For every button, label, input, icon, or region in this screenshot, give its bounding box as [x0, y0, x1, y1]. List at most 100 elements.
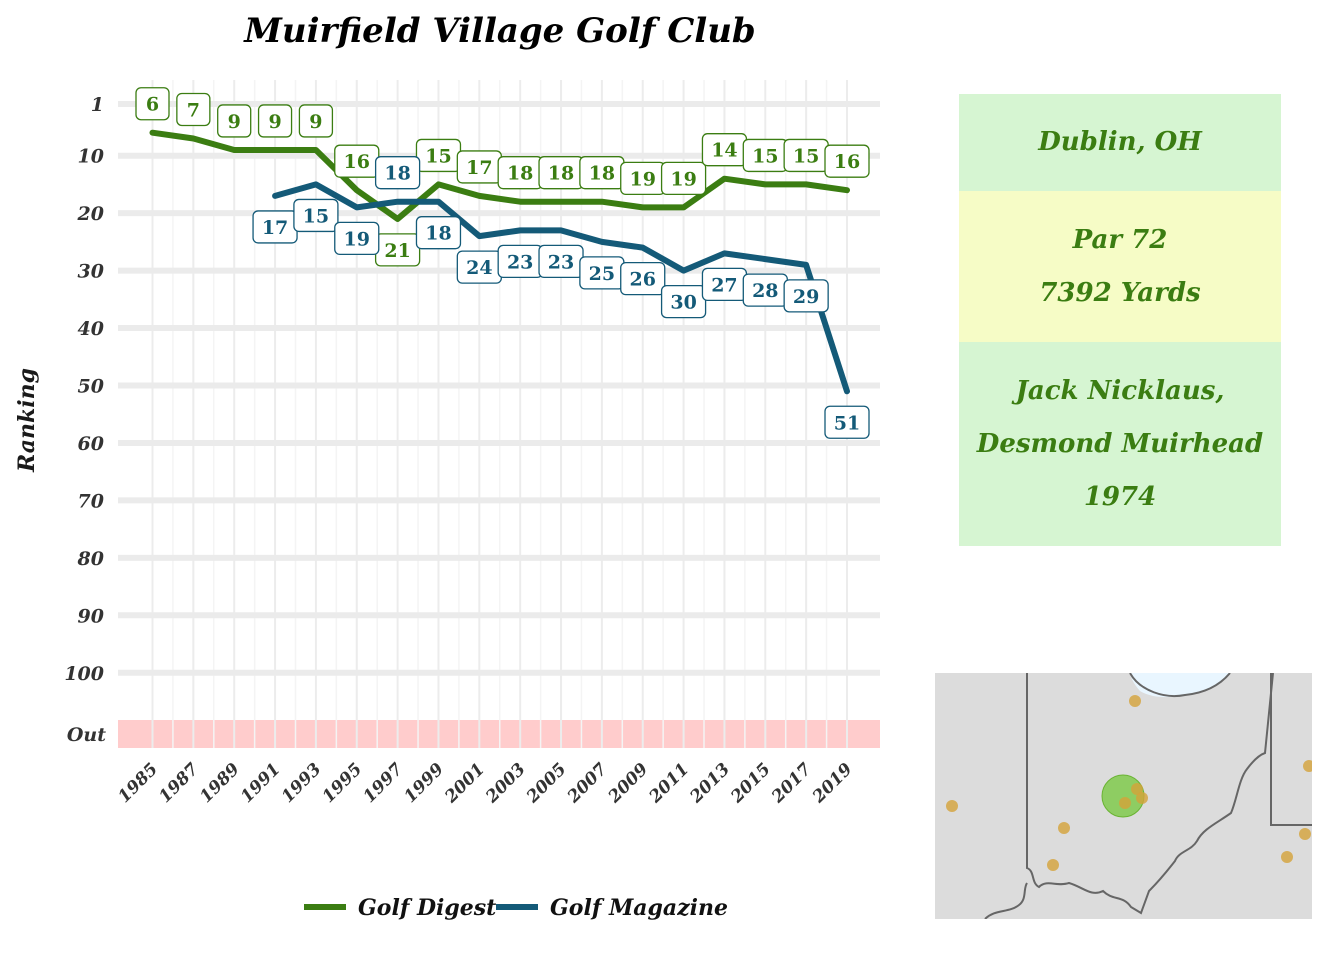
data-label: 14 — [711, 140, 737, 162]
data-label-box — [660, 284, 707, 319]
data-label: 9 — [268, 111, 281, 133]
data-label: 27 — [711, 274, 737, 296]
architect-line-1: Jack Nicklaus, — [1015, 375, 1225, 406]
data-label: 7 — [187, 99, 200, 121]
y-tick-label: 40 — [78, 318, 104, 340]
x-tick-label: 1995 — [319, 759, 367, 807]
course-marker — [1119, 797, 1131, 809]
data-label-box — [374, 156, 421, 190]
course-marker — [1131, 783, 1143, 795]
data-label-box — [824, 144, 870, 178]
chart-title: Muirfield Village Golf Club — [243, 11, 755, 51]
location-block: Dublin, OH — [959, 94, 1281, 191]
data-label: 26 — [630, 269, 656, 291]
data-label: 51 — [834, 412, 860, 434]
data-label: 15 — [752, 145, 778, 167]
legend-label: Golf Magazine — [550, 895, 728, 921]
data-label: 15 — [793, 145, 819, 167]
data-label-box — [783, 279, 829, 313]
data-label: 18 — [548, 163, 574, 185]
x-tick-label: 1997 — [360, 759, 408, 807]
course-marker — [1281, 851, 1293, 863]
data-label-box — [298, 104, 334, 138]
y-tick-label: 10 — [78, 146, 104, 168]
architect-block: Jack Nicklaus, Desmond Muirhead 1974 — [959, 342, 1281, 546]
ranking-chart: Muirfield Village Golf Club Ranking 1 10 2… — [14, 11, 880, 921]
x-tick-label: 2013 — [686, 759, 734, 807]
data-label: 17 — [466, 157, 492, 179]
data-label-box — [217, 104, 252, 138]
par-yards-block: Par 72 7392 Yards — [959, 191, 1281, 342]
x-tick-label: 1993 — [278, 759, 326, 807]
lake-erie-shape — [1130, 673, 1230, 698]
data-label-box — [257, 104, 293, 138]
yards-text: 7392 Yards — [1039, 277, 1201, 308]
data-label: 15 — [303, 205, 329, 227]
data-label: 25 — [589, 263, 615, 285]
data-label-box — [415, 216, 462, 250]
data-label: 23 — [548, 251, 574, 273]
data-label: 16 — [834, 151, 860, 173]
x-tick-label: 2003 — [481, 759, 529, 807]
course-marker — [1047, 859, 1059, 871]
x-tick-label: 1985 — [114, 759, 162, 807]
southern-river-border — [984, 882, 1028, 919]
course-marker — [1058, 822, 1070, 834]
data-label: 24 — [466, 257, 492, 279]
plot-area: 1102030405060708090100Out198519871989199… — [64, 80, 880, 808]
series-line — [149, 129, 850, 222]
y-tick-label: 50 — [78, 376, 104, 398]
y-axis-label: Ranking — [14, 368, 40, 473]
y-tick-label: 100 — [64, 663, 104, 685]
data-label: 19 — [630, 168, 656, 190]
legend-label: Golf Digest — [358, 895, 496, 921]
data-label-box — [293, 198, 339, 233]
x-tick-label: 1989 — [196, 759, 244, 807]
data-label: 30 — [670, 292, 696, 314]
data-label-box — [135, 87, 170, 121]
data-label: 28 — [752, 280, 778, 302]
data-label: 21 — [384, 240, 410, 262]
data-label: 17 — [262, 217, 288, 239]
y-tick-label: Out — [67, 724, 106, 746]
x-tick-label: 1999 — [400, 759, 448, 807]
course-marker — [1136, 792, 1148, 804]
x-tick-label: 2007 — [563, 759, 611, 807]
location-map — [935, 673, 1312, 919]
data-label-box — [660, 161, 707, 196]
data-label-box — [824, 405, 870, 439]
course-marker — [1303, 760, 1312, 772]
y-tick-label: 80 — [77, 548, 104, 570]
x-tick-label: 2011 — [645, 759, 693, 807]
course-marker — [946, 800, 958, 812]
data-label: 6 — [146, 94, 159, 116]
y-tick-label: 20 — [77, 203, 104, 225]
data-label: 18 — [589, 163, 615, 185]
x-tick-label: 2001 — [441, 759, 489, 807]
data-label: 29 — [793, 286, 819, 308]
data-label-box — [176, 92, 211, 127]
data-label: 18 — [425, 223, 451, 245]
y-tick-label: 60 — [78, 433, 104, 455]
y-tick-label: 1 — [91, 94, 104, 116]
y-tick-label: 70 — [78, 490, 104, 512]
x-tick-label: 2017 — [767, 759, 815, 807]
data-label: 15 — [425, 145, 451, 167]
y-tick-label: 90 — [78, 605, 104, 627]
year-text: 1974 — [1083, 481, 1157, 512]
course-marker — [1299, 828, 1311, 840]
x-tick-label: 2005 — [522, 759, 570, 807]
course-info-panel: Dublin, OH Par 72 7392 Yards Jack Nickla… — [959, 94, 1281, 546]
x-tick-label: 1987 — [155, 759, 203, 807]
data-label: 18 — [384, 163, 410, 185]
ohio-border — [1026, 673, 1274, 915]
data-label: 19 — [670, 168, 696, 190]
series-line — [272, 181, 850, 395]
par-text: Par 72 — [1072, 224, 1168, 255]
x-tick-label: 1991 — [237, 759, 285, 807]
data-label: 16 — [344, 151, 370, 173]
ohio-map-svg — [946, 673, 1312, 919]
data-label: 18 — [507, 163, 533, 185]
course-marker — [1129, 695, 1141, 707]
data-label-box — [334, 221, 380, 256]
